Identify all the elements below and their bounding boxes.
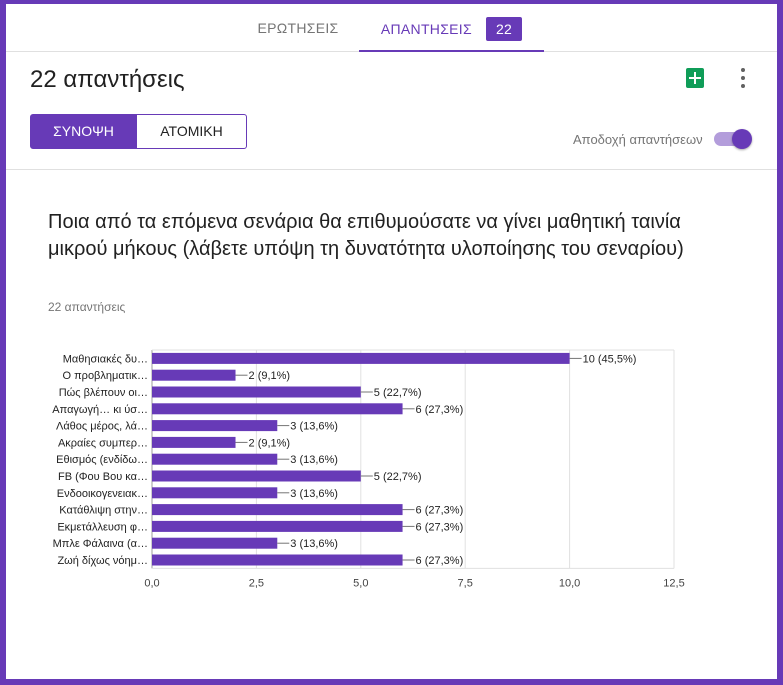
tab-responses[interactable]: ΑΠΑΝΤΗΣΕΙΣ 22 [359,4,544,52]
bar [152,537,278,549]
category-label: Λάθος μέρος, λά… [56,421,148,433]
active-tab-indicator [359,50,544,52]
bar [152,453,278,465]
data-label: 3 (13,6%) [290,454,338,466]
bar-chart: 0,0 2,5 5,0 7,5 10,0 12,5 Μαθησιακές δυ… 10 (45… [52,349,685,589]
bar [152,520,403,532]
bar [152,420,278,432]
category-label: Ζωή δίχως νόημ… [57,555,148,567]
category-label: Πώς βλέπουν οι… [59,387,148,399]
responses-count-badge: 22 [485,17,523,42]
bar [152,436,236,448]
x-tick-label: 0,0 [144,577,159,589]
accepting-responses-toggle[interactable] [714,129,752,149]
category-label: Ο προβληματικ… [62,370,148,382]
data-label: 6 (27,3%) [416,521,464,533]
x-tick-label: 12,5 [663,577,684,589]
x-tick-label: 7,5 [458,577,473,589]
x-tick-label: 10,0 [559,577,580,589]
data-label: 6 (27,3%) [416,505,464,517]
bar [152,369,236,381]
more-vert-icon[interactable] [734,66,752,90]
tab-responses-label: ΑΠΑΝΤΗΣΕΙΣ [380,21,472,38]
category-label: Κατάθλιψη στην… [59,505,148,517]
bar [152,470,361,482]
accepting-responses-label: Αποδοχή απαντήσεων [573,132,703,147]
sheets-icon[interactable] [686,68,704,88]
header-divider [6,169,777,170]
data-label: 3 (13,6%) [290,421,338,433]
data-label: 10 (45,5%) [583,353,637,365]
bar [152,403,403,415]
data-label: 6 (27,3%) [416,404,464,416]
responses-panel: ΕΡΩΤΗΣΕΙΣ ΑΠΑΝΤΗΣΕΙΣ 22 22 απαντήσεις ΣΥΝ… [6,4,777,679]
data-label: 5 (22,7%) [374,471,422,483]
category-label: FB (Φου Βου κα… [58,471,148,483]
data-label: 2 (9,1%) [249,437,291,449]
data-label: 2 (9,1%) [249,370,291,382]
bar [152,554,403,566]
data-label: 6 (27,3%) [416,555,464,567]
responses-title: 22 απαντήσεις [30,66,185,93]
bar [152,487,278,499]
category-label: Εθισμός (ενδίδω… [56,454,148,466]
tab-questions[interactable]: ΕΡΩΤΗΣΕΙΣ [257,20,339,36]
summary-button[interactable]: ΣΥΝΟΨΗ [30,114,137,149]
data-label: 5 (22,7%) [374,387,422,399]
bar [152,352,570,364]
toggle-thumb [732,129,752,149]
bar [152,386,361,398]
bar [152,504,403,516]
data-label: 3 (13,6%) [290,538,338,550]
x-tick-label: 5,0 [353,577,368,589]
category-label: Μπλε Φάλαινα (α… [53,538,148,550]
category-label: Ενδοοικογενειακ… [57,488,148,500]
category-label: Απαγωγή… κι ύσ… [52,404,148,416]
category-label: Εκμετάλλευση φ… [57,521,148,533]
question-response-count: 22 απαντήσεις [48,300,126,314]
individual-button[interactable]: ΑΤΟΜΙΚΗ [136,114,247,149]
data-label: 3 (13,6%) [290,488,338,500]
x-tick-label: 2,5 [249,577,264,589]
category-label: Μαθησιακές δυ… [63,353,148,365]
category-label: Ακραίες συμπερ… [58,437,148,449]
top-tabs: ΕΡΩΤΗΣΕΙΣ ΑΠΑΝΤΗΣΕΙΣ 22 [6,4,777,52]
question-title: Ποια από τα επόμενα σενάρια θα επιθυμούσ… [48,211,684,260]
